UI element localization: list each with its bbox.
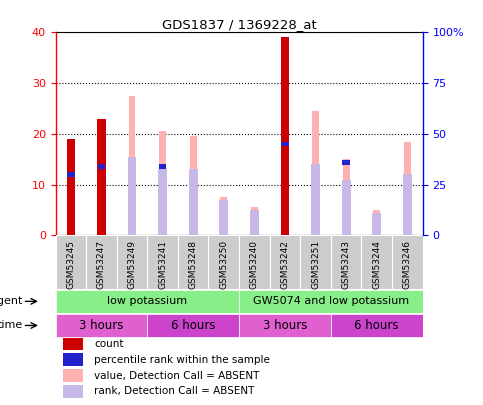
- Bar: [63, 369, 83, 382]
- Bar: [190, 136, 197, 169]
- Bar: [312, 111, 319, 164]
- Text: count: count: [94, 339, 124, 349]
- Bar: [56, 290, 239, 313]
- Text: 3 hours: 3 hours: [79, 319, 124, 332]
- Bar: [361, 235, 392, 289]
- Bar: [98, 164, 105, 168]
- Bar: [209, 235, 239, 289]
- Bar: [86, 235, 117, 289]
- Bar: [239, 314, 331, 337]
- Bar: [312, 111, 319, 235]
- Bar: [56, 314, 147, 337]
- Bar: [147, 314, 239, 337]
- Bar: [128, 157, 136, 235]
- Text: value, Detection Call = ABSENT: value, Detection Call = ABSENT: [94, 371, 259, 381]
- Bar: [281, 142, 289, 146]
- Bar: [372, 213, 381, 235]
- Text: GSM53248: GSM53248: [189, 240, 198, 289]
- Text: percentile rank within the sample: percentile rank within the sample: [94, 355, 270, 365]
- Bar: [404, 141, 411, 235]
- Text: 6 hours: 6 hours: [355, 319, 399, 332]
- Text: GSM53251: GSM53251: [311, 240, 320, 289]
- Bar: [220, 197, 227, 200]
- Text: GSM53249: GSM53249: [128, 240, 137, 289]
- Bar: [239, 235, 270, 289]
- Bar: [159, 131, 166, 169]
- Bar: [158, 169, 167, 235]
- Bar: [220, 197, 227, 235]
- Text: GSM53244: GSM53244: [372, 240, 381, 289]
- Text: rank, Detection Call = ABSENT: rank, Detection Call = ABSENT: [94, 386, 255, 396]
- Title: GDS1837 / 1369228_at: GDS1837 / 1369228_at: [162, 18, 316, 31]
- Bar: [189, 169, 198, 235]
- Bar: [56, 235, 86, 289]
- Bar: [251, 207, 258, 235]
- Bar: [281, 38, 289, 235]
- Bar: [63, 337, 83, 350]
- Bar: [392, 235, 423, 289]
- Bar: [342, 179, 351, 235]
- Bar: [219, 200, 228, 235]
- Text: GSM53245: GSM53245: [66, 240, 75, 289]
- Bar: [63, 385, 83, 398]
- Bar: [373, 210, 380, 213]
- Bar: [300, 235, 331, 289]
- Text: GSM53247: GSM53247: [97, 240, 106, 289]
- Bar: [343, 159, 350, 179]
- Text: GSM53243: GSM53243: [341, 240, 351, 289]
- Bar: [373, 210, 380, 235]
- Bar: [67, 172, 75, 177]
- Text: GSM53242: GSM53242: [281, 240, 289, 289]
- Bar: [128, 96, 135, 157]
- Bar: [117, 235, 147, 289]
- Bar: [343, 159, 350, 235]
- Text: GSM53250: GSM53250: [219, 240, 228, 289]
- Bar: [67, 139, 75, 235]
- Bar: [239, 290, 423, 313]
- Bar: [311, 164, 320, 235]
- Bar: [342, 160, 350, 164]
- Bar: [147, 235, 178, 289]
- Bar: [97, 119, 106, 235]
- Text: GW5074 and low potassium: GW5074 and low potassium: [253, 296, 409, 306]
- Text: low potassium: low potassium: [107, 296, 187, 306]
- Bar: [190, 136, 197, 235]
- Bar: [128, 96, 135, 235]
- Bar: [159, 131, 166, 235]
- Text: GSM53246: GSM53246: [403, 240, 412, 289]
- Bar: [331, 314, 423, 337]
- Bar: [404, 141, 411, 175]
- Text: GSM53240: GSM53240: [250, 240, 259, 289]
- Text: GSM53241: GSM53241: [158, 240, 167, 289]
- Bar: [250, 210, 259, 235]
- Bar: [403, 175, 412, 235]
- Text: 3 hours: 3 hours: [263, 319, 307, 332]
- Bar: [270, 235, 300, 289]
- Bar: [63, 354, 83, 366]
- Bar: [331, 235, 361, 289]
- Bar: [178, 235, 209, 289]
- Bar: [251, 207, 258, 210]
- Text: 6 hours: 6 hours: [171, 319, 215, 332]
- Text: time: time: [0, 320, 23, 330]
- Bar: [159, 164, 167, 168]
- Text: agent: agent: [0, 296, 23, 306]
